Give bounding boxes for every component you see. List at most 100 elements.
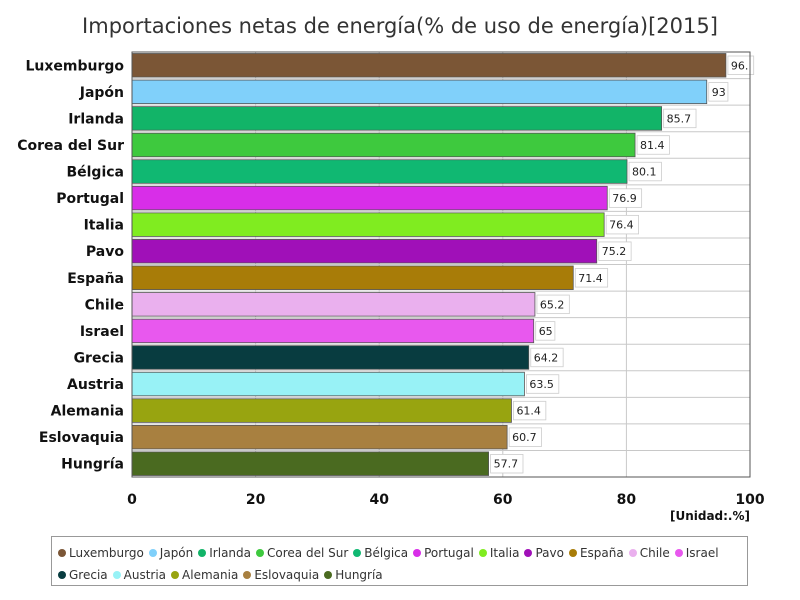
legend-swatch <box>243 571 252 579</box>
legend-swatch <box>568 549 577 557</box>
legend-label: Eslovaquia <box>254 568 320 582</box>
data-label-box <box>508 427 542 447</box>
data-label: 71.4 <box>578 272 603 285</box>
bar-9 <box>131 292 536 317</box>
data-label-box <box>535 321 556 341</box>
category-label: Pavo <box>86 244 124 260</box>
bar-13 <box>131 398 512 423</box>
category-label: España <box>67 271 124 287</box>
legend-label: Chile <box>639 546 670 560</box>
category-label: Grecia <box>74 350 124 366</box>
data-label: 76.9 <box>612 192 637 205</box>
data-label-box <box>598 241 632 261</box>
category-label: Eslovaquia <box>39 430 124 446</box>
data-label-box <box>636 135 670 155</box>
data-label-box <box>490 454 524 474</box>
x-tick-label: 40 <box>369 492 389 508</box>
legend-item: Italia <box>478 542 520 564</box>
category-label: Austria <box>67 377 124 393</box>
bar-6 <box>131 212 605 237</box>
data-label: 57.7 <box>494 458 519 471</box>
data-label: 96. <box>731 59 749 72</box>
category-label: Luxemburgo <box>25 58 124 74</box>
legend-swatch <box>148 549 157 557</box>
legend-label: Pavo <box>535 546 564 560</box>
data-label-box <box>708 82 729 102</box>
bar-14 <box>131 424 508 450</box>
legend-item: Bélgica <box>353 542 408 564</box>
legend-item: Chile <box>628 542 670 564</box>
category-label: Chile <box>85 297 124 313</box>
data-label: 64.2 <box>534 351 559 364</box>
legend-item: Corea del Sur <box>256 542 348 564</box>
bar-15 <box>131 451 489 476</box>
data-label: 85.7 <box>667 112 692 125</box>
bar-0 <box>131 53 727 78</box>
data-label-box <box>530 347 564 368</box>
legend-label: Hungría <box>335 568 383 582</box>
category-label: Italia <box>84 218 124 234</box>
legend-item: Alemania <box>171 564 238 586</box>
category-label: Israel <box>80 324 124 340</box>
legend-item: Portugal <box>413 542 474 564</box>
bar-3 <box>131 132 636 158</box>
plot-border <box>131 51 751 478</box>
legend-label: Portugal <box>424 546 474 560</box>
legend-swatch <box>628 549 637 557</box>
data-label-box <box>608 188 643 208</box>
legend-label: España <box>579 546 624 560</box>
category-label: Japón <box>79 85 124 101</box>
bar-11 <box>131 345 530 370</box>
chart-title: Importaciones netas de energía(% de uso … <box>82 14 718 38</box>
legend-swatch <box>256 549 265 557</box>
legend-label: Corea del Sur <box>267 546 349 560</box>
legend-item: Hungría <box>324 564 383 586</box>
legend-swatch <box>413 549 422 557</box>
data-label-box <box>628 161 662 182</box>
data-label-box <box>536 294 570 315</box>
data-label: 60.7 <box>512 431 537 444</box>
legend-swatch <box>58 549 66 557</box>
legend-item: España <box>568 542 624 564</box>
legend: Luxemburgo Japón Irlanda Corea del Sur Bélgi… <box>51 536 748 586</box>
category-label: Irlanda <box>68 111 124 127</box>
legend-label: Italia <box>489 546 520 560</box>
legend-swatch <box>112 571 121 579</box>
legend-swatch <box>324 571 333 579</box>
legend-label: Austria <box>123 568 167 582</box>
legend-item: Israel <box>674 542 719 564</box>
data-label-box <box>605 214 639 235</box>
bar-1 <box>131 79 708 105</box>
data-label: 80.1 <box>632 166 657 179</box>
data-label-box <box>663 108 697 129</box>
legend-swatch <box>524 549 533 557</box>
x-tick-label: 20 <box>246 492 266 508</box>
data-label: 65 <box>539 325 553 338</box>
bar-10 <box>131 318 535 344</box>
legend-swatch <box>171 571 180 579</box>
bar-7 <box>131 239 598 264</box>
legend-swatch <box>674 549 683 557</box>
bar-2 <box>131 106 663 131</box>
legend-item: Eslovaquia <box>243 564 319 586</box>
legend-label: Luxemburgo <box>69 546 144 560</box>
legend-label: Alemania <box>182 568 239 582</box>
category-label: Portugal <box>56 191 124 207</box>
bar-12 <box>131 371 525 397</box>
bar-8 <box>131 265 574 290</box>
legend-label: Japón <box>159 546 194 560</box>
bar-4 <box>131 159 628 184</box>
legend-item: Japón <box>148 542 194 564</box>
data-label-box <box>727 55 755 75</box>
data-label: 75.2 <box>602 245 627 258</box>
bar-5 <box>131 185 608 211</box>
legend-item: Austria <box>112 564 167 586</box>
legend-item: Pavo <box>524 542 564 564</box>
legend-label: Bélgica <box>364 546 409 560</box>
legend-label: Irlanda <box>209 546 252 560</box>
legend-item: Grecia <box>58 564 108 586</box>
data-label: 76.4 <box>609 219 634 232</box>
legend-item: Luxemburgo <box>58 542 144 564</box>
data-label: 81.4 <box>640 139 665 152</box>
